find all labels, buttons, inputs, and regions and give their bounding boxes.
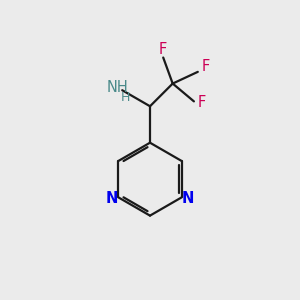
Text: N: N (106, 191, 118, 206)
Text: N: N (182, 191, 194, 206)
Text: F: F (198, 95, 206, 110)
Text: H: H (121, 91, 130, 104)
Text: F: F (202, 59, 210, 74)
Text: F: F (159, 42, 167, 57)
Text: NH: NH (107, 80, 129, 95)
